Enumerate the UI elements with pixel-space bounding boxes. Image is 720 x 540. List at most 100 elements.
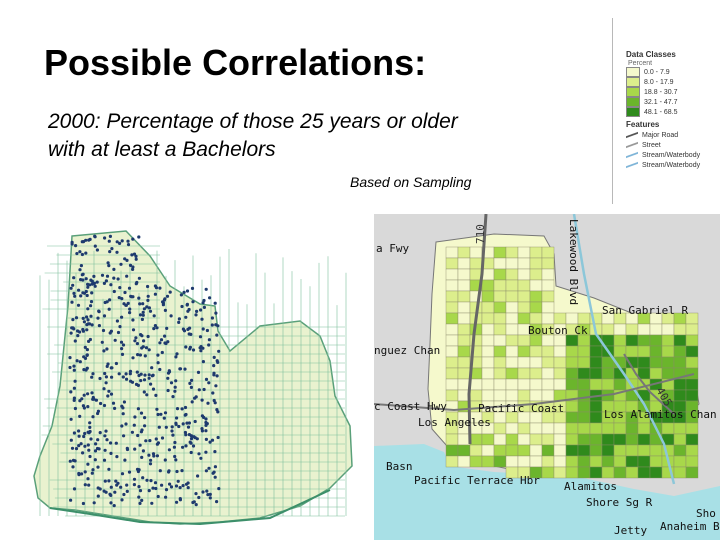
sample-point [130,295,134,299]
sample-point [108,250,112,254]
sample-point [87,238,91,242]
tract-cell [457,455,471,468]
sample-point [107,389,111,393]
sample-point [143,373,147,377]
sample-point [91,468,95,472]
sample-point [113,490,117,494]
sample-point [107,264,111,268]
tract-cell [673,378,687,391]
sample-point [187,307,191,312]
tract-cell [445,334,459,347]
sample-point [131,265,135,269]
tract-cell [481,334,495,347]
label-lakewood: Lakewood Blvd [567,219,580,305]
sample-point [207,466,211,470]
sample-point [104,375,108,379]
tract-cell [505,334,519,347]
sample-point [210,438,215,442]
tract-cell [625,345,639,358]
sample-point [180,304,184,309]
tract-cell [481,323,495,336]
tract-cell [517,279,531,292]
tract-cell [649,367,663,380]
tract-cell [493,246,507,259]
tract-cell [577,400,591,413]
sample-point [184,345,188,349]
sample-point [98,376,102,381]
tract-cell [493,444,507,457]
tract-cell [589,466,603,479]
sample-point [175,469,179,474]
tract-cell [589,411,603,424]
sample-point [79,294,83,298]
sample-point [95,280,99,284]
sample-point [86,462,90,466]
sample-point [169,314,173,318]
sample-point [97,324,101,328]
sample-point [105,438,109,442]
tract-cell [457,345,471,358]
tract-cell [565,378,579,391]
sample-point [131,356,135,360]
sample-point [71,318,75,322]
tract-cell [457,444,471,457]
sample-point [160,483,164,487]
sample-point [119,340,124,344]
tract-cell [577,367,591,380]
sample-point [212,355,216,359]
sample-point [201,360,205,364]
tract-cell [649,356,663,369]
sample-point [205,328,209,333]
sample-point [185,302,189,306]
sample-point [212,371,216,375]
sample-point [103,371,107,376]
sample-point [103,236,107,240]
sample-point [166,388,170,393]
sample-point [145,478,149,482]
tract-cell [517,246,531,259]
sample-point [95,248,99,252]
sample-point [90,323,94,327]
tract-cell [517,257,531,270]
tract-cell [577,356,591,369]
sample-point [204,417,208,421]
sample-point [155,454,159,458]
sample-point [141,313,145,317]
sample-point [147,306,151,310]
tract-cell [685,323,699,336]
harbor [374,444,454,484]
sample-point [150,374,154,378]
tract-cell [505,422,519,435]
label-alamitos: Alamitos [564,480,617,493]
sample-point [114,361,118,366]
sample-point [81,404,85,408]
legend-class-row: 18.8 - 30.7 [626,87,718,97]
tract-cell [529,301,543,314]
tract-cell [613,378,627,391]
sample-point [102,281,106,285]
tract-cell [673,433,687,446]
river-san-gabriel [572,214,676,485]
sample-point [83,470,87,474]
sample-point [180,407,184,411]
sample-point [202,387,206,392]
sample-point [147,348,151,352]
sample-point [188,347,192,351]
tract-cell [445,367,459,380]
tract-cell [625,422,639,435]
sample-point [76,303,81,307]
sample-point [82,368,86,372]
tract-cell [505,356,519,369]
sample-point [194,503,198,507]
tract-cell [457,268,471,281]
legend-feature-label: Stream/Waterbody [642,161,701,169]
sample-point [83,483,87,487]
sample-point [87,322,92,326]
tract-cell [505,301,519,314]
sample-point [217,487,221,491]
tract-cell [625,466,639,479]
tract-cell [445,433,459,446]
sample-point [113,338,117,342]
sample-point [108,298,112,302]
sample-point [91,372,95,376]
